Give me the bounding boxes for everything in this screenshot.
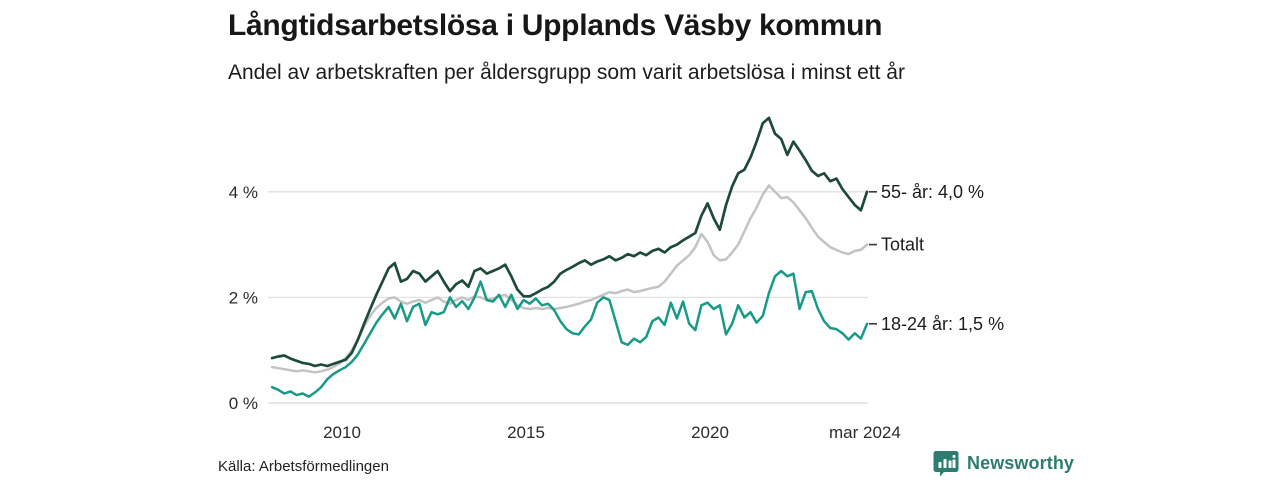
x-tick-label-2015: 2015 [507, 423, 545, 442]
brand: Newsworthy [933, 449, 1074, 477]
gridlines [268, 191, 868, 404]
series-end-label-totalt: Totalt [881, 235, 924, 255]
brand-name: Newsworthy [967, 452, 1075, 473]
series-line-totalt [270, 184, 869, 374]
y-tick-label: 0 % [229, 394, 258, 413]
x-axis-tick-labels: 2010 2015 2020 mar 2024 [323, 423, 901, 442]
series-end-label-18-24-ar: 18-24 år: 1,5 % [881, 314, 1004, 334]
series-end-label-55-ar: 55- år: 4,0 % [881, 182, 984, 202]
y-tick-label: 2 % [229, 288, 258, 307]
series-lines [270, 116, 869, 398]
series-end-labels: Totalt 55- år: 4,0 % 18-24 år: 1,5 % [869, 182, 1004, 334]
y-tick-label: 4 % [229, 183, 258, 202]
series-line-55-ar [270, 116, 869, 368]
x-tick-label-mar-2024: mar 2024 [829, 423, 901, 442]
source-note: Källa: Arbetsförmedlingen [218, 458, 389, 475]
x-tick-label-2020: 2020 [691, 423, 729, 442]
chart-subtitle: Andel av arbetskraften per åldersgrupp s… [228, 61, 905, 84]
y-axis-tick-labels: 0 % 2 % 4 % [229, 183, 258, 413]
bar-chart-speech-bubble-icon [933, 450, 959, 476]
series-line-18-24-ar [270, 269, 869, 398]
x-tick-label-2010: 2010 [323, 423, 361, 442]
chart-title: Långtidsarbetslösa i Upplands Väsby komm… [228, 9, 883, 42]
